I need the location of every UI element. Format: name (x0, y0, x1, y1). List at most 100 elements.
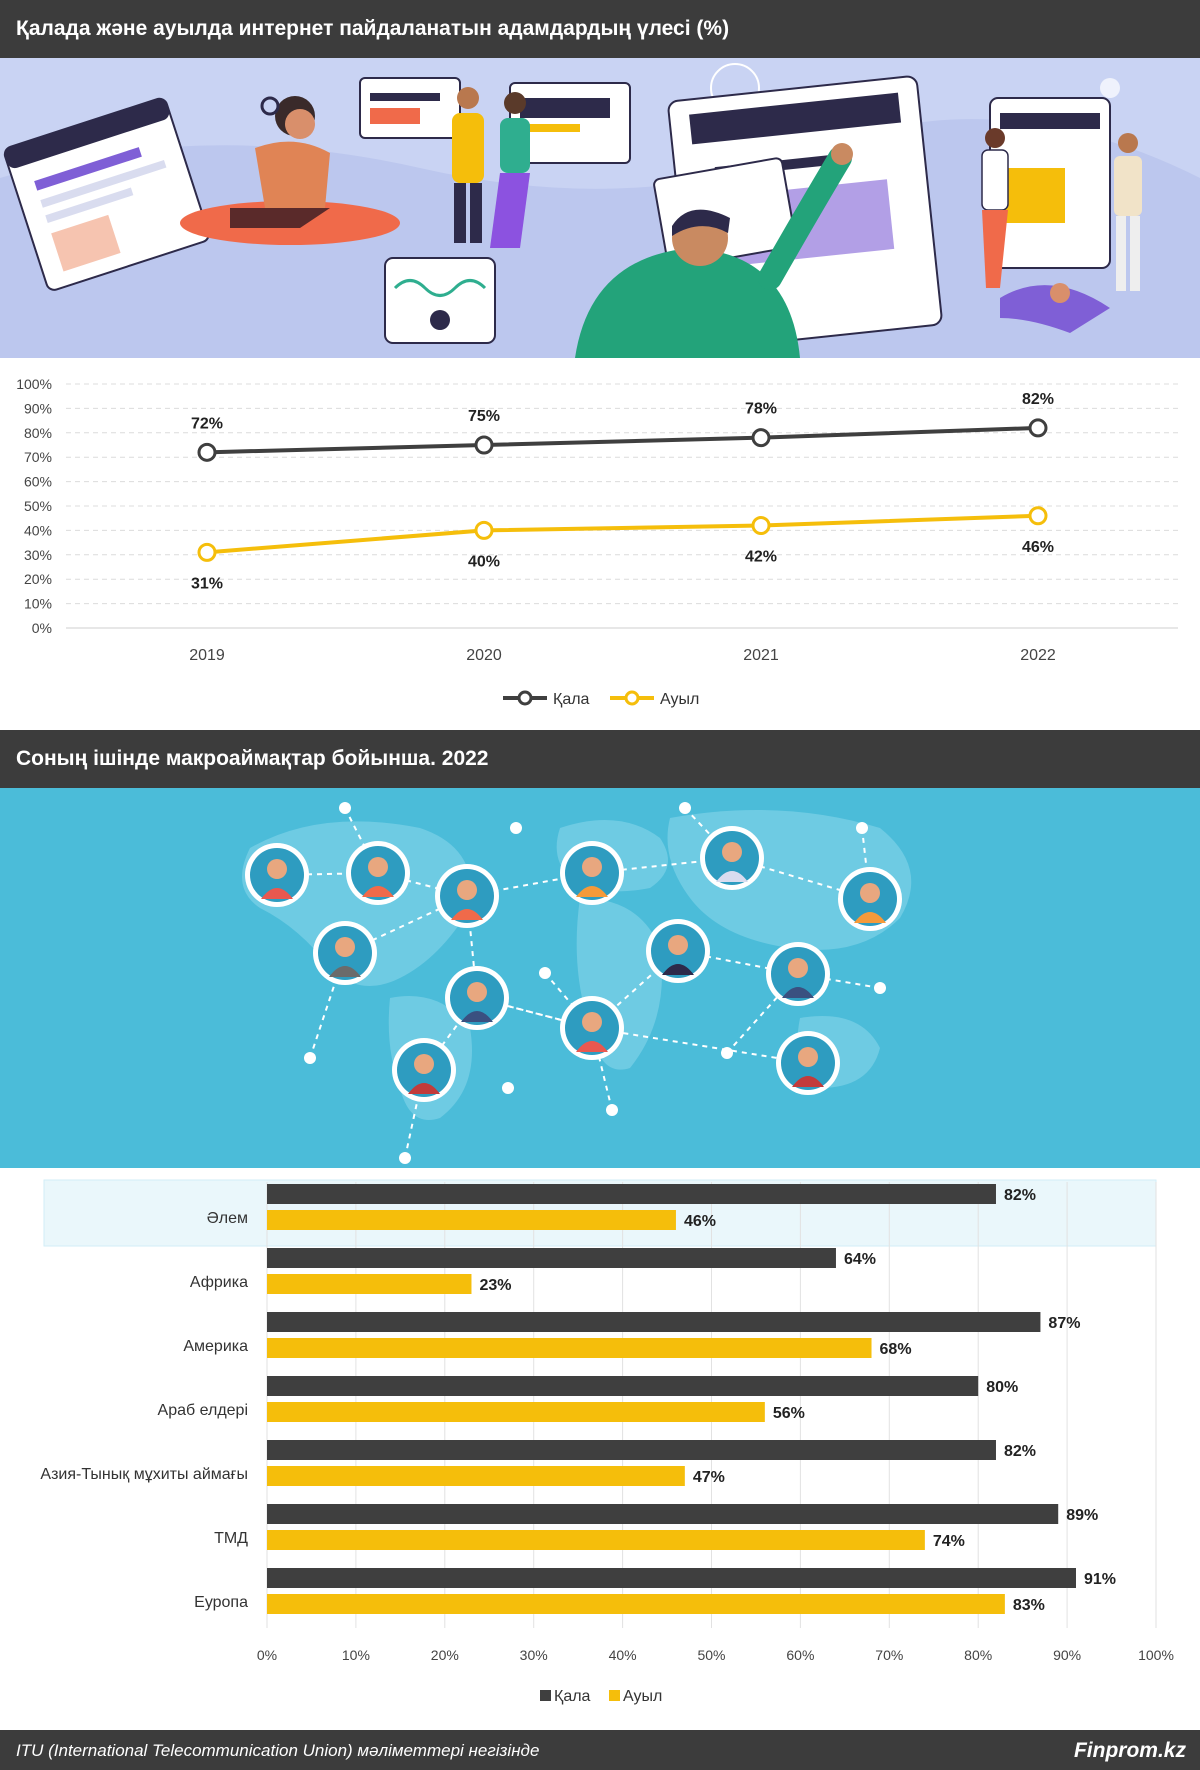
x-tick-label: 0% (257, 1647, 277, 1663)
avatar (346, 841, 410, 905)
avatar-head (335, 937, 355, 957)
avatar-head (582, 857, 602, 877)
avatar-head (668, 935, 688, 955)
x-tick-label: 50% (697, 1647, 725, 1663)
avatar-head (457, 880, 477, 900)
bar-city (267, 1504, 1059, 1524)
data-label: 46% (1022, 539, 1054, 556)
avatar-body (662, 964, 694, 975)
bar-village (267, 1210, 676, 1230)
legend-label: Қала (553, 691, 590, 708)
avatar-head (582, 1012, 602, 1032)
y-tick-label: 10% (24, 596, 52, 612)
data-label: 87% (1048, 1315, 1080, 1332)
x-tick-label: 30% (520, 1647, 548, 1663)
series-line-village (206, 513, 1039, 555)
world-map-illustration (0, 788, 1200, 1168)
legend-label: Ауыл (623, 1688, 662, 1705)
x-tick-label: 2019 (189, 647, 225, 664)
legend-swatch (540, 1690, 551, 1701)
avatar-head (788, 958, 808, 978)
legend-marker (624, 690, 640, 706)
data-label: 47% (693, 1469, 725, 1486)
y-tick-label: 90% (24, 400, 52, 416)
avatar (766, 942, 830, 1006)
x-tick-label: 80% (964, 1647, 992, 1663)
avatar-body (451, 909, 483, 920)
data-point (751, 516, 771, 536)
data-label: 91% (1084, 1571, 1116, 1588)
x-tick-label: 2022 (1020, 647, 1056, 664)
category-label: Араб елдері (158, 1402, 248, 1419)
bar-city (267, 1248, 836, 1268)
avatar-body (716, 871, 748, 882)
legend-swatch (609, 1690, 620, 1701)
data-label: 68% (880, 1341, 912, 1358)
line-chart-city-village: 0% 10% 20% 30% 40% 50% 60% 70% 80% 90% 100% 2019 202… (16, 376, 1178, 708)
category-label: Еуропа (194, 1594, 248, 1611)
bar-chart-regions: 0% 10% 20% 30% 40% 50% 60% 70% 80% 90% 100% Әлем 82%… (40, 1179, 1174, 1705)
avatar-body (362, 886, 394, 897)
y-tick-label: 0% (32, 620, 52, 636)
data-label: 40% (468, 553, 500, 570)
avatar (838, 867, 902, 931)
avatar (445, 966, 509, 1030)
page-title-text: Қалада және ауылда интернет пайдаланатын… (16, 17, 730, 40)
x-tick-label: 20% (431, 1647, 459, 1663)
data-label: 31% (191, 575, 223, 592)
bar-village (267, 1274, 472, 1294)
avatar-body (408, 1083, 440, 1094)
data-label: 83% (1013, 1597, 1045, 1614)
brand-logo-text: Finprom.kz (1073, 1739, 1186, 1762)
data-point (197, 542, 217, 562)
data-label: 42% (745, 549, 777, 566)
avatar-body (576, 1041, 608, 1052)
bar-village (267, 1338, 872, 1358)
avatar (560, 996, 624, 1060)
avatar-body (792, 1076, 824, 1087)
avatar-head (798, 1047, 818, 1067)
bar-city (267, 1184, 996, 1204)
y-tick-label: 30% (24, 547, 52, 563)
data-label: 82% (1004, 1443, 1036, 1460)
section-title: Соның ішінде макроаймақтар бойынша. 2022 (0, 730, 1200, 788)
bar-village (267, 1466, 685, 1486)
avatar (313, 921, 377, 985)
avatar (392, 1038, 456, 1102)
category-label: Азия-Тынық мұхиты аймағы (40, 1466, 248, 1483)
avatar (245, 843, 309, 907)
data-point (751, 428, 771, 448)
data-label: 82% (1022, 391, 1054, 408)
category-label: ТМД (214, 1530, 248, 1547)
avatar-body (576, 886, 608, 897)
x-tick-label: 2021 (743, 647, 779, 664)
avatar-body (261, 888, 293, 899)
footer: ITU (International Telecommunication Uni… (0, 1730, 1200, 1770)
avatar-head (860, 883, 880, 903)
legend-label: Ауыл (660, 691, 699, 708)
avatar (700, 826, 764, 890)
page-title: Қалада және ауылда интернет пайдаланатын… (0, 0, 1200, 58)
avatar (560, 841, 624, 905)
x-tick-label: 10% (342, 1647, 370, 1663)
data-label: 23% (479, 1277, 511, 1294)
data-label: 72% (191, 415, 223, 432)
data-label: 82% (1004, 1187, 1036, 1204)
category-label: Африка (190, 1274, 248, 1291)
avatar-head (414, 1054, 434, 1074)
bar-village (267, 1530, 925, 1550)
series-line-city (206, 425, 1039, 455)
avatar-head (267, 859, 287, 879)
avatar (646, 919, 710, 983)
x-tick-label: 70% (875, 1647, 903, 1663)
legend-label: Қала (554, 1688, 591, 1705)
data-point (474, 435, 494, 455)
data-label: 89% (1066, 1507, 1098, 1524)
y-tick-label: 80% (24, 425, 52, 441)
data-label: 56% (773, 1405, 805, 1422)
bar-city (267, 1312, 1041, 1332)
x-tick-label: 60% (786, 1647, 814, 1663)
bar-city (267, 1568, 1076, 1588)
category-label: Әлем (207, 1210, 248, 1227)
category-label: Америка (183, 1338, 248, 1355)
